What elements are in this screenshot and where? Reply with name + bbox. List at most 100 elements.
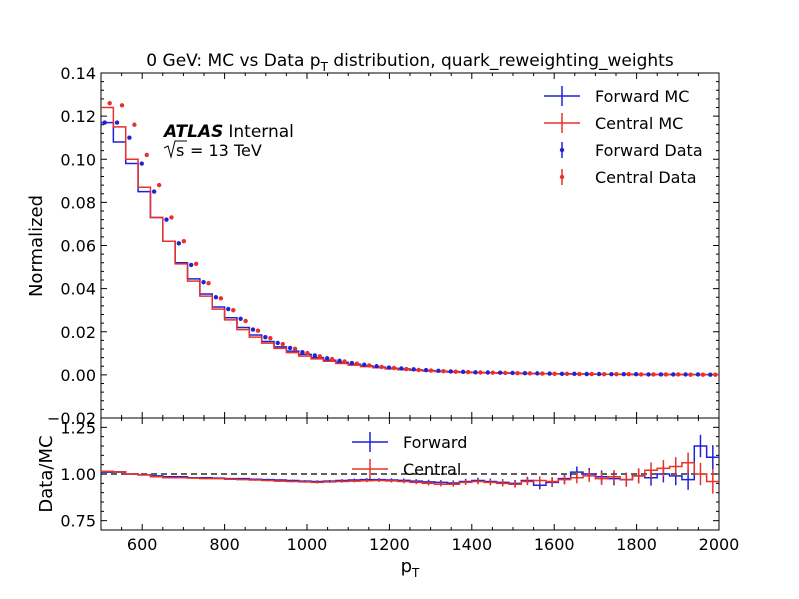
data-point-forward-data (127, 135, 132, 140)
data-point-central-data (255, 328, 261, 333)
data-point-central-data (676, 372, 681, 377)
legend-entry-forward: Forward (352, 432, 467, 452)
data-point-forward-data (114, 120, 120, 125)
data-point-forward-data (695, 372, 701, 377)
data-point-central-data (713, 372, 718, 377)
data-point-central-data (107, 100, 112, 106)
data-point-forward-data (201, 279, 206, 285)
data-point-central-data (540, 371, 545, 376)
legend-label: Forward MC (595, 87, 689, 106)
data-point-forward-data (362, 362, 367, 367)
data-point-central-data (589, 371, 594, 377)
data-point-central-data (465, 369, 471, 375)
data-point-central-data (206, 281, 211, 286)
data-point-forward-data (337, 358, 342, 364)
main-y-tick-label: −0.02 (47, 409, 96, 428)
legend-entry-central-mc: Central MC (544, 113, 683, 133)
x-tick-label: 600 (127, 535, 158, 554)
data-point-forward-data (596, 371, 602, 377)
data-point-forward-data (213, 295, 219, 300)
data-point-forward-data (226, 306, 231, 312)
atlas-label: ATLAS Internal s = 13 TeV (162, 122, 294, 160)
data-point-forward-data (460, 369, 466, 375)
data-point-forward-data (151, 189, 157, 194)
data-point-forward-data (609, 372, 614, 377)
data-point-forward-data (547, 371, 552, 376)
x-tick-label: 1200 (369, 535, 410, 554)
data-point-central-data (552, 371, 557, 376)
legend-label: Forward Data (595, 141, 703, 160)
data-point-forward-data (658, 372, 664, 377)
data-point-forward-data (275, 340, 280, 346)
chart-title: 0 GeV: MC vs Data pT distribution, quark… (146, 51, 674, 74)
ratio-y-axis-label: Data/MC (36, 435, 57, 512)
data-point-forward-data (374, 364, 379, 369)
data-point-central-data (404, 366, 409, 372)
data-point-central-data (503, 370, 508, 376)
series-line-forward-mc (101, 121, 719, 376)
data-point-central-data (292, 346, 298, 351)
data-point-central-data (317, 354, 322, 359)
data-point-central-data (564, 371, 570, 376)
data-point-central-data (119, 103, 125, 108)
data-point-forward-data (139, 161, 144, 166)
data-point-central-data (626, 372, 631, 377)
main-y-axis-label: Normalized (26, 195, 47, 297)
data-point-forward-data (572, 371, 577, 376)
data-point-forward-data (473, 370, 478, 375)
ratio-y-tick-label: 1.25 (60, 418, 96, 437)
main-y-tick-label: 0.02 (60, 323, 96, 342)
data-point-forward-data (498, 370, 503, 375)
data-point-forward-data (287, 345, 293, 351)
legend-label: Central (403, 460, 461, 479)
data-point-forward-data (646, 372, 651, 377)
data-point-forward-data (708, 372, 713, 377)
data-point-central-data (156, 182, 162, 188)
data-point-central-data (231, 307, 236, 313)
ratio-panel: 600 800 1000 1200 1400 1600 1800 2000 0.75 1.00 1.… (36, 417, 740, 580)
data-point-central-data (354, 361, 360, 366)
legend-label: Forward (403, 433, 467, 452)
data-point-forward-data (522, 370, 528, 376)
data-point-central-data (342, 359, 347, 364)
data-point-forward-data (102, 120, 107, 125)
data-point-central-data (700, 372, 706, 377)
main-legend: Forward MC Central MC Forward Data Central … (544, 86, 703, 187)
data-point-forward-data (386, 365, 392, 370)
data-point-central-data (268, 336, 273, 341)
data-point-central-data (453, 369, 458, 374)
data-point-central-data (490, 370, 496, 375)
data-point-central-data (218, 296, 224, 301)
main-y-tick-label: 0.08 (60, 193, 96, 212)
data-point-central-data (638, 372, 644, 377)
data-point-forward-data (250, 327, 256, 332)
data-point-central-data (379, 364, 384, 370)
data-point-central-data (194, 261, 199, 267)
data-point-central-data (280, 341, 285, 347)
data-point-forward-data (399, 366, 404, 371)
data-point-forward-data (411, 367, 416, 372)
data-point-central-data (515, 370, 520, 376)
main-y-tick-label: 0.00 (60, 366, 96, 385)
data-point-forward-data (559, 371, 565, 376)
data-point-central-data (132, 122, 137, 127)
legend-label: Central MC (595, 114, 683, 133)
data-point-forward-data (448, 369, 453, 374)
main-y-tick-label: 0.06 (60, 237, 96, 256)
data-point-forward-data (671, 372, 676, 377)
data-point-forward-data (683, 372, 688, 377)
x-axis-label: pT (401, 556, 420, 580)
data-point-forward-data (621, 372, 626, 377)
data-point-forward-data (324, 356, 330, 361)
data-point-forward-data (510, 370, 515, 376)
data-point-forward-data (535, 371, 540, 376)
data-point-central-data (651, 372, 656, 377)
legend-label: Central Data (595, 168, 697, 187)
data-point-central-data (663, 372, 669, 377)
ratio-legend: Forward Central (352, 432, 467, 479)
x-tick-label: 2000 (699, 535, 740, 554)
data-point-central-data (329, 356, 335, 362)
x-tick-label: 1600 (534, 535, 575, 554)
